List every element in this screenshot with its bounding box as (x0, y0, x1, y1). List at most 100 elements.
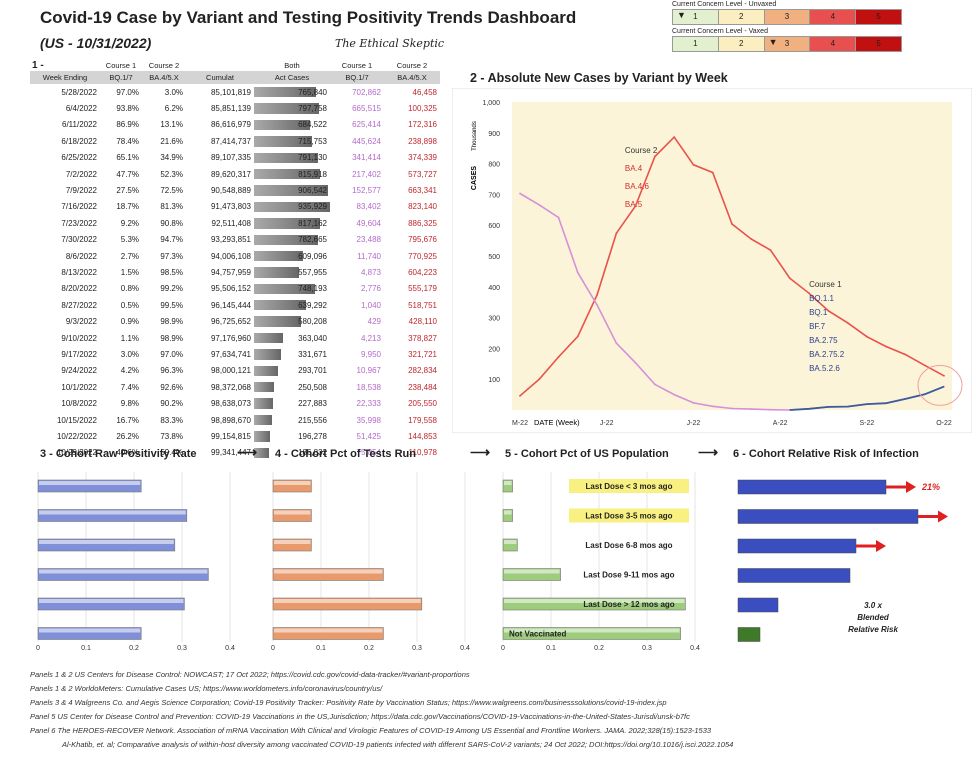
table-cell: 1,040 (360, 300, 381, 310)
table-cell: 795,676 (408, 235, 437, 245)
table-cell: 215,556 (254, 412, 330, 428)
table-cell: 90.2% (160, 399, 183, 409)
table-row: 7/30/2022 5.3% 94.7% 93,293,851 782,665 23,48… (30, 232, 440, 248)
x-tick-label: O-22 (936, 420, 952, 427)
act-cases-value: 293,701 (298, 366, 327, 376)
x-tick-label: 0 (36, 645, 40, 652)
risk-bar (737, 509, 919, 524)
x-tick-label: 0.3 (177, 645, 187, 652)
table-cell: 9.2% (120, 218, 139, 228)
table-cell: 26.2% (116, 431, 139, 441)
increase-arrow-icon (876, 540, 886, 552)
y-tick-label: 100 (488, 377, 500, 384)
table-cell: 282,834 (408, 366, 437, 376)
panel6-title: 6 - Cohort Relative Risk of Infection (733, 448, 919, 460)
footer-line: Panel 6 The HEROES-RECOVER Network. Asso… (30, 726, 712, 735)
table-cell: 86,616,979 (210, 120, 251, 130)
data-point (769, 408, 772, 411)
table-cell: 782,665 (254, 232, 330, 248)
panel2-title: 2 - Absolute New Cases by Variant by Wee… (470, 71, 728, 85)
data-point (519, 394, 521, 397)
data-point (634, 204, 637, 207)
blended-risk-note: Relative Risk (848, 625, 898, 634)
act-cases-value: 331,671 (298, 349, 327, 359)
table-cell: 75,854 (356, 448, 381, 458)
table-cell: 90,548,889 (210, 186, 251, 196)
bar-highlight (274, 569, 383, 574)
table-cell: 428,110 (408, 317, 437, 327)
table-cell: 8/20/2022 (61, 284, 97, 294)
table-row: 8/27/2022 0.5% 99.5% 96,145,444 639,292 1,040… (30, 297, 440, 313)
table-cell: 625,414 (352, 120, 381, 130)
table-cell: 96,725,652 (210, 317, 251, 327)
table-cell: 9,950 (360, 349, 381, 359)
y-tick-label: 700 (488, 192, 500, 199)
act-cases-bar (254, 414, 272, 426)
table-row: 6/4/2022 93.8% 6.2% 85,851,139 797,758 665,51… (30, 100, 440, 116)
act-cases-bar (254, 398, 273, 409)
act-cases-bar (254, 349, 281, 360)
table-cell: 13.1% (160, 120, 183, 130)
table-cell: 8/6/2022 (65, 251, 97, 261)
act-cases-value: 935,929 (298, 202, 327, 212)
data-point (673, 393, 676, 396)
data-point (673, 136, 676, 139)
course1-rise-line (789, 385, 945, 411)
x-tick-label: S-22 (860, 420, 875, 427)
table-row: 8/6/2022 2.7% 97.3% 94,006,108 609,096 11,740… (30, 248, 440, 264)
table-cell: 217,402 (352, 169, 381, 179)
source-footer: Panels 1 & 2 US Centers for Disease Cont… (30, 668, 733, 752)
table-cell: 6/4/2022 (65, 104, 97, 114)
increase-arrow-icon (906, 481, 916, 493)
data-point (827, 309, 830, 312)
table-cell: 97.0% (116, 87, 139, 97)
data-point (904, 353, 907, 356)
risk-increase-label: 21% (921, 482, 940, 492)
table-cell: 179,558 (408, 415, 437, 425)
table-row: 6/11/2022 86.9% 13.1% 86,616,979 684,522 625,… (30, 117, 440, 133)
concern-scale-unvaxed: 1 ▼ 2 3 4 5 (672, 9, 902, 25)
course1-annotation: BA.2.75 (809, 336, 838, 345)
act-cases-value: 639,292 (298, 300, 327, 310)
cohort-label: Last Dose 9-11 mos ago (583, 571, 674, 580)
x-tick-label: 0.2 (364, 645, 374, 652)
vaxed-level-3: 3 ▼ (764, 37, 811, 51)
course1-annotation: BA.5.2.6 (809, 364, 840, 373)
bar-highlight (39, 540, 174, 544)
unvaxed-level-3: 3 (764, 10, 811, 24)
data-point (692, 402, 695, 404)
table-header: BQ.1/7 (330, 71, 384, 84)
table-group-header: Course 1 (341, 61, 373, 70)
data-point (866, 335, 868, 338)
act-cases-value: 782,665 (298, 235, 327, 245)
course1-annotation: BA.2.75.2 (809, 350, 845, 359)
x-tick-label: 0.1 (81, 645, 91, 652)
cohort-label: Last Dose < 3 mos ago (586, 482, 673, 491)
act-cases-value: 196,278 (298, 431, 327, 441)
table-cell: 9.8% (120, 399, 139, 409)
y-tick-label: 900 (488, 131, 500, 138)
footer-line: Panels 3 & 4 Walgreens Co. and Aegis Sci… (30, 698, 667, 707)
table-cell: 172,316 (408, 120, 437, 130)
table-row: 8/13/2022 1.5% 98.5% 94,757,959 557,955 4,873… (30, 264, 440, 280)
course1-annotation: BQ.1 (809, 308, 828, 317)
table-cell: 374,339 (408, 153, 437, 163)
panel1-number: 1 - (32, 60, 44, 71)
data-point (711, 405, 714, 408)
data-point (788, 277, 791, 280)
act-cases-bar (254, 218, 321, 229)
table-cell: 238,484 (408, 382, 437, 392)
table-cell: 73.8% (160, 431, 183, 441)
act-cases-value: 815,918 (298, 169, 327, 179)
table-cell: 96.3% (160, 366, 183, 376)
act-cases-bar (254, 300, 306, 311)
table-row: 7/23/2022 9.2% 90.8% 92,511,408 817,162 49,60… (30, 215, 440, 231)
table-cell: 98,372,068 (210, 382, 251, 392)
vaxed-level-1: 1 (673, 37, 719, 51)
data-point (538, 203, 541, 206)
table-cell: 186,832 (254, 445, 330, 461)
table-cell: 16.7% (116, 415, 139, 425)
table-cell: 98.9% (160, 317, 183, 327)
course2-annotation: BA.4.6 (625, 182, 650, 191)
course1-annotation: Course 1 (809, 280, 842, 289)
